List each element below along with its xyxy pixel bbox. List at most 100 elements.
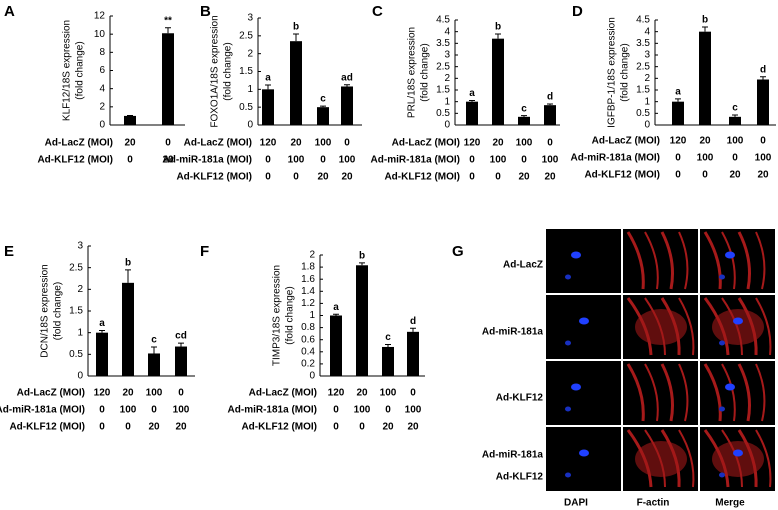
row-value: 0: [359, 422, 365, 433]
row-value: 0: [178, 388, 184, 399]
row-value: 0: [333, 405, 339, 416]
y-tick-label: 0: [309, 371, 315, 382]
panel-letter: A: [4, 3, 15, 20]
row-value: 0: [151, 405, 157, 416]
y-tick-label: 1: [247, 84, 253, 95]
y-tick-label: 0.6: [301, 334, 315, 345]
row-value: 100: [542, 155, 559, 166]
row-label: Ad-KLF12: [496, 472, 544, 483]
bar-annotation: b: [359, 251, 365, 262]
bar-annotation: d: [547, 92, 553, 103]
row-value: 0: [469, 155, 475, 166]
row-value: 120: [260, 138, 277, 149]
bar: [162, 33, 174, 126]
row-value: 0: [165, 138, 171, 149]
bar: [544, 105, 556, 125]
nucleus: [719, 472, 725, 478]
row-value: 20: [407, 422, 419, 433]
cell: [712, 441, 764, 477]
row-label: Ad-LacZ (MOI): [17, 388, 85, 399]
row-label: Ad-KLF12 (MOI): [9, 422, 85, 433]
bar-annotation: c: [732, 103, 738, 114]
panel-letter: G: [452, 243, 464, 260]
y-tick-label: 1.5: [69, 306, 83, 317]
row-label: Ad-miR-181a (MOI): [228, 405, 317, 416]
cell: [635, 441, 687, 477]
y-tick-label: 3.5: [436, 38, 450, 49]
y-tick-label: 1: [644, 96, 650, 107]
row-value: 0: [293, 172, 299, 183]
error-bar: [521, 115, 527, 117]
bar: [407, 331, 419, 376]
bar-annotation: b: [125, 257, 131, 268]
row-label: Ad-LacZ: [503, 260, 543, 271]
row-value: 0: [410, 388, 416, 399]
error-bar: [410, 327, 416, 332]
row-value: 0: [521, 155, 527, 166]
y-axis-label: (fold change): [420, 43, 431, 101]
y-tick-label: 2: [77, 284, 83, 295]
row-label: Ad-miR-181a: [482, 450, 544, 461]
actin-fiber: [644, 363, 659, 422]
row-value: 20: [341, 172, 353, 183]
cell: [712, 309, 764, 345]
y-tick-label: 0.5: [69, 349, 83, 360]
row-label: Ad-miR-181a (MOI): [371, 155, 460, 166]
column-label: F-actin: [637, 498, 670, 509]
bar: [330, 315, 342, 376]
row-value: 20: [356, 388, 368, 399]
row-value: 0: [469, 172, 475, 183]
y-tick-label: 3: [644, 50, 650, 61]
actin-fiber: [626, 363, 645, 422]
nucleus: [733, 317, 743, 325]
y-tick-label: 1.5: [239, 66, 253, 77]
error-bar: [151, 346, 157, 354]
row-value: 0: [320, 155, 326, 166]
bar: [518, 116, 530, 125]
nucleus: [719, 340, 725, 346]
row-value: 0: [99, 405, 105, 416]
bar-annotation: a: [265, 73, 271, 84]
row-value: 0: [760, 136, 766, 147]
error-bar: [333, 313, 339, 316]
row-value: 0: [675, 153, 681, 164]
row-value: 100: [755, 153, 772, 164]
row-value: 20: [290, 138, 302, 149]
nucleus: [579, 449, 589, 457]
bar-annotation: d: [760, 64, 766, 75]
row-value: 0: [99, 422, 105, 433]
row-value: 100: [727, 136, 744, 147]
bar: [122, 282, 134, 376]
row-label: Ad-miR-181a: [482, 327, 544, 338]
micrograph: [546, 427, 621, 491]
y-tick-label: 4.5: [436, 15, 450, 26]
y-tick-label: 10: [94, 29, 106, 40]
y-tick-label: 0.5: [239, 102, 253, 113]
bar-annotation: a: [469, 88, 475, 99]
y-axis-label: PRL/18S expression: [407, 27, 418, 118]
error-bar: [99, 330, 105, 333]
y-tick-label: 4: [99, 83, 105, 94]
row-value: 0: [344, 138, 350, 149]
y-tick-label: 4: [444, 26, 450, 37]
y-tick-label: 2: [309, 250, 315, 261]
row-value: 20: [162, 155, 174, 166]
row-value: 20: [175, 422, 187, 433]
y-tick-label: 6: [99, 65, 105, 76]
bar-annotation: c: [521, 103, 527, 114]
y-tick-label: 1.2: [301, 298, 315, 309]
y-tick-label: 1.6: [301, 274, 315, 285]
y-tick-label: 0.2: [301, 359, 315, 370]
row-value: 0: [127, 155, 133, 166]
row-value: 100: [697, 153, 714, 164]
nucleus: [719, 406, 725, 412]
row-value: 20: [729, 170, 741, 181]
y-tick-label: 0: [644, 120, 650, 131]
nucleus: [725, 383, 735, 391]
y-tick-label: 1.8: [301, 262, 315, 273]
actin-fiber: [678, 297, 695, 356]
actin-fiber: [703, 363, 722, 422]
row-value: 0: [495, 172, 501, 183]
error-bar: [495, 33, 501, 39]
